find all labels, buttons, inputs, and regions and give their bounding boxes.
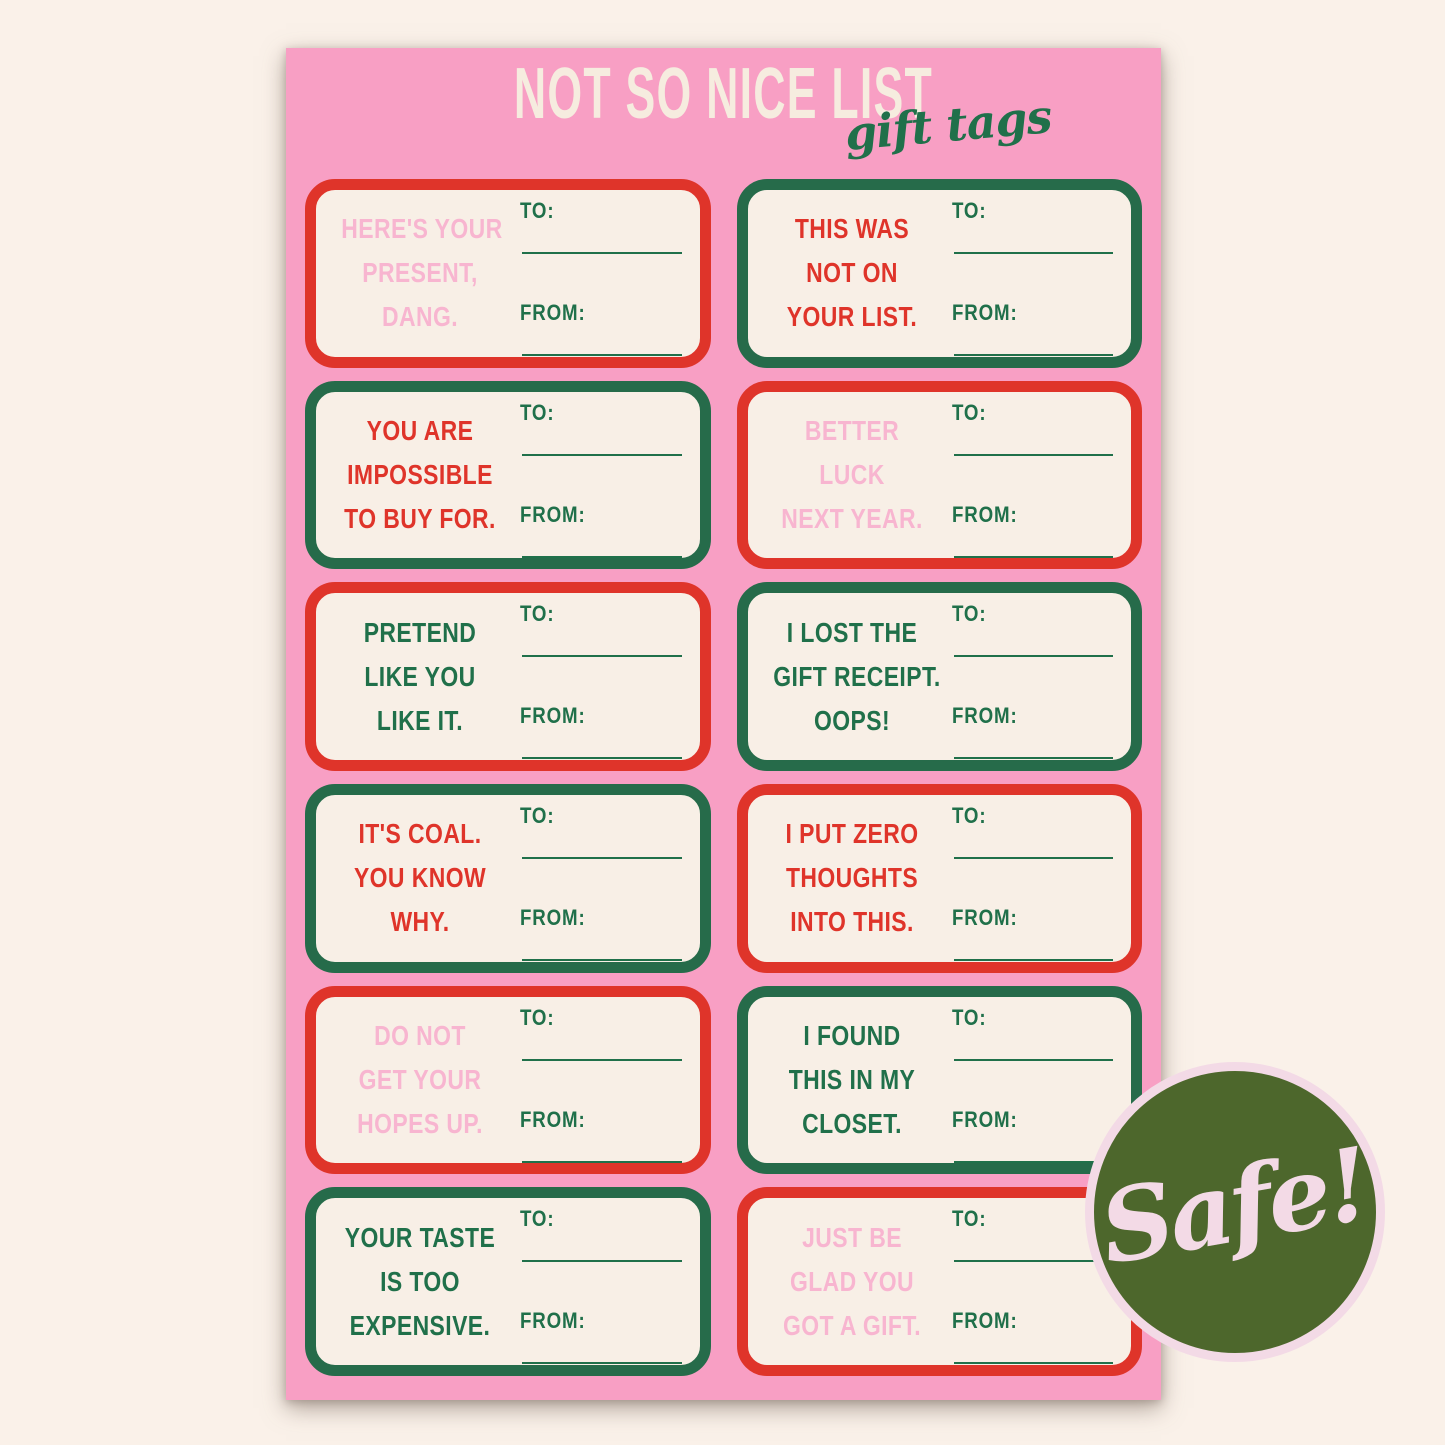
tag-message: DO NOT GET YOUR HOPES UP.	[357, 1019, 483, 1139]
gift-tag: HERE'S YOUR PRESENT, DANG. TO: FROM:	[305, 179, 711, 368]
tag-message: PRETEND LIKE YOU LIKE IT.	[363, 616, 477, 736]
tag-fields: TO: FROM:	[520, 593, 684, 760]
from-write-line	[953, 354, 1113, 356]
to-write-line	[953, 252, 1113, 254]
tag-fields: TO: FROM:	[520, 997, 684, 1164]
tag-message: IT'S COAL. YOU KNOW WHY.	[353, 818, 487, 938]
to-write-line	[522, 453, 682, 456]
sheet-title: NOT SO NICE LIST	[513, 54, 934, 134]
safe-badge: Safe!	[1085, 1062, 1385, 1362]
from-label: FROM:	[520, 703, 586, 729]
gift-tag: BETTER LUCK NEXT YEAR. TO: FROM:	[736, 380, 1142, 570]
from-label: FROM:	[951, 703, 1018, 729]
to-label: TO:	[951, 399, 986, 425]
tag-message: I LOST THE GIFT RECEIPT. OOPS!	[772, 616, 941, 736]
from-write-line	[953, 1160, 1113, 1163]
to-write-line	[522, 655, 682, 658]
tag-message: HERE'S YOUR PRESENT, DANG.	[341, 213, 503, 333]
gift-tag: DO NOT GET YOUR HOPES UP. TO: FROM:	[305, 985, 711, 1175]
gift-tag: PRETEND LIKE YOU LIKE IT. TO: FROM:	[305, 582, 711, 771]
to-label: TO:	[520, 1004, 555, 1030]
tag-message: BETTER LUCK NEXT YEAR.	[780, 414, 923, 534]
from-label: FROM:	[520, 300, 586, 325]
tag-message: YOU ARE IMPOSSIBLE TO BUY FOR.	[344, 414, 496, 534]
tag-fields: TO: FROM:	[520, 1198, 684, 1365]
tag-fields: TO: FROM:	[520, 190, 684, 357]
tag-message: I FOUND THIS IN MY CLOSET.	[788, 1019, 915, 1139]
tag-fields: TO: FROM:	[520, 392, 684, 559]
to-label: TO:	[520, 1206, 555, 1232]
gift-tag-sheet: NOT SO NICE LIST gift tags HERE'S YOUR PR…	[286, 48, 1161, 1400]
from-label: FROM:	[951, 1308, 1018, 1334]
to-write-line	[953, 1058, 1113, 1061]
from-write-line	[522, 757, 682, 760]
to-write-line	[522, 857, 682, 859]
to-label: TO:	[520, 803, 555, 828]
from-write-line	[522, 1160, 682, 1163]
to-write-line	[522, 1260, 682, 1263]
from-label: FROM:	[520, 905, 586, 930]
tag-fields: TO: FROM:	[952, 392, 1116, 559]
from-write-line	[953, 757, 1113, 760]
to-write-line	[953, 453, 1113, 456]
from-write-line	[953, 959, 1113, 961]
from-write-line	[522, 555, 682, 558]
gift-tag: IT'S COAL. YOU KNOW WHY. TO: FROM:	[305, 784, 711, 973]
to-label: TO:	[951, 601, 986, 627]
tag-message: YOUR TASTE IS TOO EXPENSIVE.	[344, 1221, 496, 1341]
to-label: TO:	[951, 1004, 986, 1030]
gift-tag: I LOST THE GIFT RECEIPT. OOPS! TO: FROM:	[736, 582, 1142, 771]
to-label: TO:	[520, 198, 555, 223]
to-label: TO:	[951, 1206, 986, 1232]
to-label: TO:	[951, 198, 986, 223]
tags-grid: HERE'S YOUR PRESENT, DANG. TO: FROM: THIS …	[305, 179, 1142, 1376]
tag-fields: TO: FROM:	[952, 593, 1116, 760]
to-write-line	[953, 857, 1113, 859]
tag-fields: TO: FROM:	[952, 997, 1116, 1164]
tag-message: JUST BE GLAD YOU GOT A GIFT.	[782, 1221, 921, 1341]
from-label: FROM:	[520, 501, 586, 527]
to-write-line	[522, 1058, 682, 1061]
to-write-line	[953, 655, 1113, 658]
gift-tag: I FOUND THIS IN MY CLOSET. TO: FROM:	[736, 985, 1142, 1175]
safe-badge-label: Safe!	[1091, 1124, 1376, 1288]
gift-tag: I PUT ZERO THOUGHTS INTO THIS. TO: FROM:	[736, 784, 1142, 973]
tag-fields: TO: FROM:	[952, 1198, 1116, 1365]
gift-tag: YOUR TASTE IS TOO EXPENSIVE. TO: FROM:	[305, 1187, 711, 1376]
tag-message: THIS WAS NOT ON YOUR LIST.	[786, 213, 917, 333]
from-write-line	[522, 354, 682, 356]
from-label: FROM:	[951, 1106, 1018, 1132]
from-label: FROM:	[951, 501, 1018, 527]
tag-message: I PUT ZERO THOUGHTS INTO THIS.	[785, 818, 918, 938]
gift-tag: JUST BE GLAD YOU GOT A GIFT. TO: FROM:	[736, 1187, 1142, 1376]
from-label: FROM:	[520, 1106, 586, 1132]
from-label: FROM:	[951, 905, 1018, 930]
from-label: FROM:	[951, 300, 1018, 325]
tag-fields: TO: FROM:	[520, 795, 684, 962]
from-write-line	[522, 959, 682, 961]
to-label: TO:	[951, 803, 986, 828]
to-label: TO:	[520, 399, 555, 425]
from-write-line	[953, 1362, 1113, 1365]
gift-tag: THIS WAS NOT ON YOUR LIST. TO: FROM:	[736, 179, 1142, 368]
from-label: FROM:	[520, 1308, 586, 1334]
tag-fields: TO: FROM:	[952, 190, 1116, 357]
to-write-line	[953, 1260, 1113, 1263]
from-write-line	[953, 555, 1113, 558]
from-write-line	[522, 1362, 682, 1365]
tag-fields: TO: FROM:	[952, 795, 1116, 962]
to-label: TO:	[520, 601, 555, 627]
gift-tag: YOU ARE IMPOSSIBLE TO BUY FOR. TO: FROM:	[305, 380, 711, 570]
to-write-line	[522, 252, 682, 254]
